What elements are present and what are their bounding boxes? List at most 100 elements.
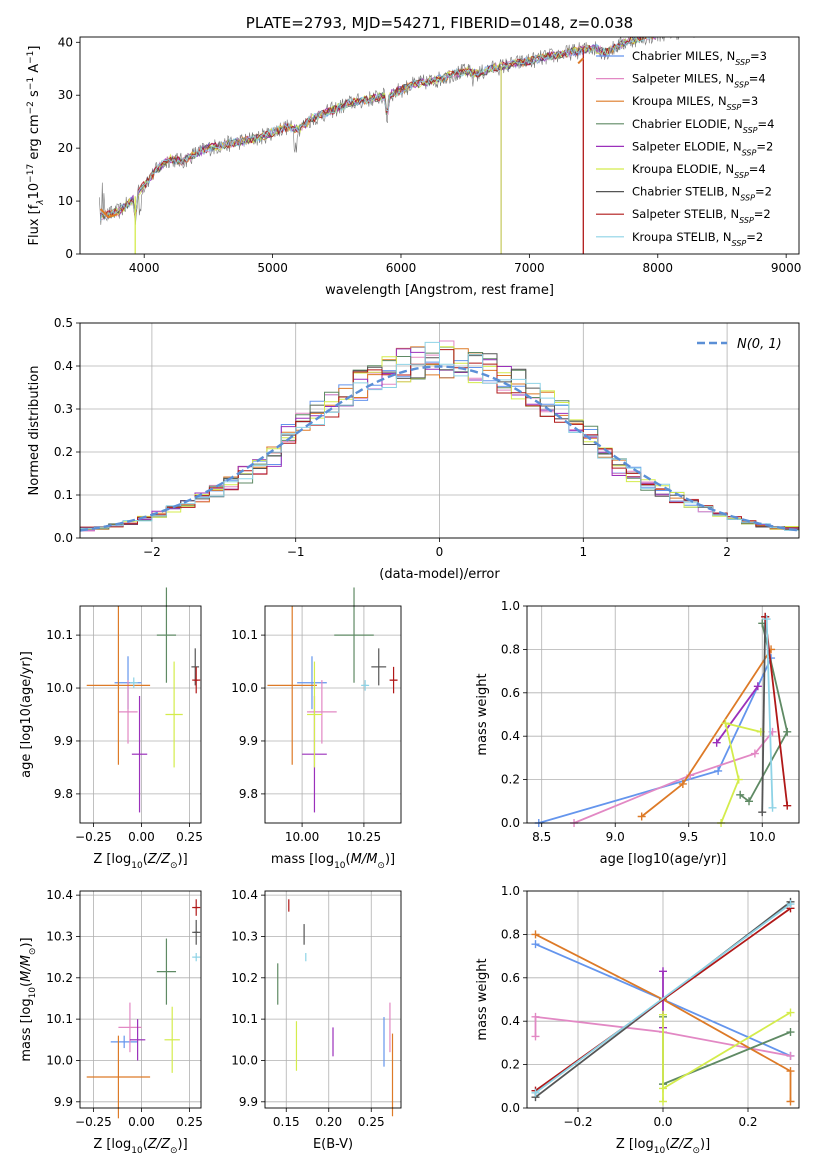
label-part: erg cm — [27, 114, 42, 163]
x-tick-label: 9000 — [771, 261, 802, 275]
plot-area — [278, 899, 393, 1116]
y-tick-label: 10.1 — [231, 1012, 258, 1026]
label-part: A — [27, 64, 42, 77]
y-tick-label: 0.8 — [501, 927, 520, 941]
axis-label: age [log10(age/yr)] — [19, 651, 34, 778]
weight-marker — [783, 728, 791, 736]
y-tick-label: 10.1 — [46, 1012, 73, 1026]
legend: N(0, 1) — [697, 337, 782, 352]
weight-line — [765, 617, 787, 806]
weight-marker — [659, 1097, 667, 1105]
label-part: mass [log — [19, 998, 34, 1061]
label-part: Flux [f — [27, 204, 42, 245]
legend-entry: N(0, 1) — [737, 337, 782, 352]
x-tick-label: 0.00 — [128, 830, 155, 844]
y-axis-label: mass weight — [475, 958, 490, 1040]
y-tick-label: 10.3 — [46, 929, 73, 943]
weight-marker — [787, 1067, 795, 1075]
label-part: Kroupa ELODIE, N — [632, 162, 734, 176]
legend-entry: Salpeter MILES, NSSP=4 — [632, 72, 766, 90]
x-tick-label: 9.5 — [679, 830, 698, 844]
y-axis-label: mass weight — [475, 673, 490, 755]
x-tick-label: 0.0 — [653, 1115, 672, 1129]
weight-marker — [769, 804, 777, 812]
weight-marker — [787, 1097, 795, 1105]
legend-entry: Salpeter ELODIE, NSSP=2 — [632, 139, 773, 157]
weight-line — [539, 658, 771, 823]
x-axis-label: wavelength [Angstrom, rest frame] — [325, 283, 554, 298]
x-tick-label: 8000 — [642, 261, 673, 275]
axis-label: mass [log10(M/M⊙)] — [271, 852, 395, 871]
label-part: −17 — [26, 164, 36, 183]
y-tick-label: 10.1 — [231, 628, 258, 642]
y-tick-label: 0.2 — [501, 1058, 520, 1072]
label-part: Z/Z — [147, 852, 171, 867]
x-tick-label: 5000 — [257, 261, 288, 275]
label-part: ⊙ — [692, 1146, 700, 1156]
weight-marker — [532, 1032, 540, 1040]
y-tick-label: 10.1 — [46, 628, 73, 642]
x-tick-label: 2 — [723, 545, 731, 559]
data-point-errorbar — [157, 939, 176, 1005]
label-part: ⊙ — [377, 861, 385, 871]
y-tick-label: 10.3 — [231, 929, 258, 943]
y-tick-label: 0.0 — [501, 816, 520, 830]
label-part: Salpeter MILES, N — [632, 72, 734, 86]
axis-label: age [log10(age/yr)] — [600, 852, 727, 867]
x-tick-label: 6000 — [386, 261, 417, 275]
plot-area — [535, 613, 791, 827]
orange-end — [578, 58, 583, 63]
legend-entry: Kroupa STELIB, NSSP=2 — [632, 230, 763, 248]
y-tick-label: 10 — [58, 194, 73, 208]
data-point-errorbar — [132, 696, 147, 812]
label-part: Salpeter STELIB, N — [632, 207, 739, 221]
x-axis-label: (data-model)/error — [379, 567, 500, 582]
label-part: =2 — [754, 207, 771, 221]
x-tick-label: 0 — [436, 545, 444, 559]
label-part: SSP — [740, 193, 755, 202]
label-part: Z [log — [93, 852, 131, 867]
label-part: age/yr — [675, 852, 717, 867]
label-part: 10 — [654, 1146, 666, 1156]
data-point-errorbar — [307, 662, 322, 768]
x-tick-label: 0.15 — [273, 1115, 300, 1129]
y-tick-label: 30 — [58, 88, 73, 102]
weight-marker — [787, 1009, 795, 1017]
data-point-errorbar — [157, 587, 176, 682]
y-tick-label: 9.9 — [54, 734, 73, 748]
label-part: 10 — [131, 861, 143, 871]
y-tick-label: 0.4 — [501, 729, 520, 743]
label-part: Chabrier STELIB, N — [632, 185, 740, 199]
x-tick-label: 0.25 — [358, 1115, 385, 1129]
label-part: Z/Z — [147, 1137, 171, 1152]
y-tick-label: 9.8 — [239, 787, 258, 801]
y-tick-label: 9.9 — [239, 1095, 258, 1109]
weight-line — [762, 617, 765, 812]
label-part: SSP — [732, 238, 747, 247]
y-axis-label: Normed distribution — [27, 366, 42, 496]
label-part: Z [log — [616, 1137, 654, 1152]
x-tick-label: 0.20 — [315, 1115, 342, 1129]
x-tick-label: 10.25 — [347, 830, 381, 844]
label-part: Salpeter ELODIE, N — [632, 139, 742, 153]
label-part: 10 — [19, 708, 34, 725]
plot-area — [87, 587, 200, 812]
weight-line — [721, 723, 761, 823]
y-tick-label: 0.2 — [501, 773, 520, 787]
label-part: age/yr — [19, 661, 34, 703]
plot-area — [267, 587, 397, 812]
label-part: −1 — [26, 77, 36, 90]
x-tick-label: −1 — [287, 545, 305, 559]
legend-entry: Chabrier ELODIE, NSSP=4 — [632, 117, 774, 135]
data-point-errorbar — [87, 1036, 150, 1119]
y-tick-label: 10.0 — [231, 1053, 258, 1067]
y-tick-label: 10.0 — [231, 681, 258, 695]
label-part: )] — [178, 852, 188, 867]
y-tick-label: 10.2 — [231, 971, 258, 985]
